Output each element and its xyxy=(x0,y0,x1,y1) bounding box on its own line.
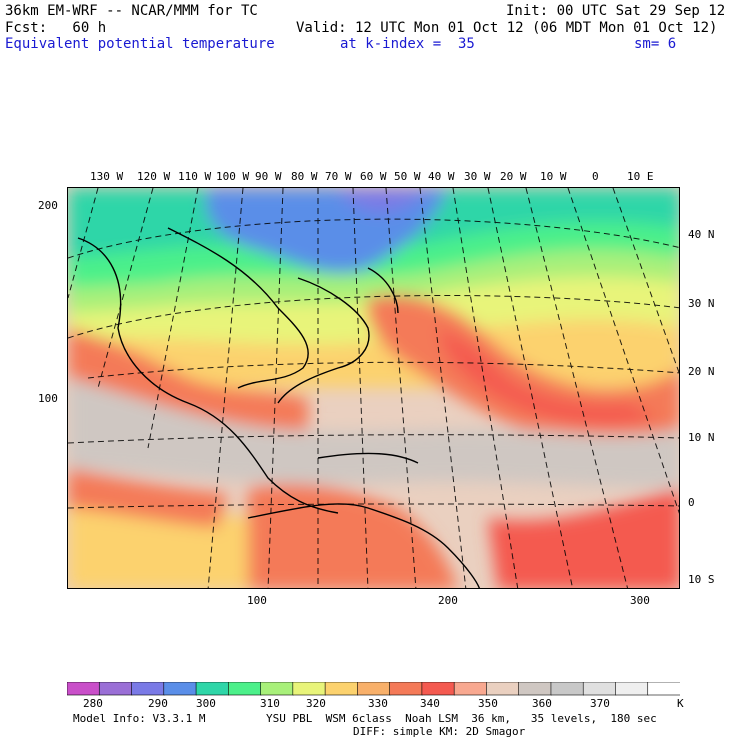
colorbar-unit: K xyxy=(677,697,684,710)
theta-e-field-map xyxy=(68,188,679,588)
smoothing-info: sm= 6 xyxy=(634,36,677,52)
colorbar-swatch xyxy=(615,681,649,696)
grid-y-label: 200 xyxy=(38,199,58,212)
colorbar-value: 350 xyxy=(478,697,498,710)
colorbar-swatch xyxy=(66,681,101,696)
grid-y-label: 100 xyxy=(38,392,58,405)
level-info: at k-index = 35 xyxy=(340,36,475,52)
init-time: Init: 00 UTC Sat 29 Sep 12 xyxy=(506,3,726,19)
lon-label: 20 W xyxy=(500,170,527,183)
lon-label: 80 W xyxy=(291,170,318,183)
graticule xyxy=(68,188,679,588)
lat-label: 40 N xyxy=(688,228,715,241)
colorbar-value: 370 xyxy=(590,697,610,710)
coastlines xyxy=(77,227,480,588)
colorbar xyxy=(66,681,681,696)
colorbar-value: 330 xyxy=(368,697,388,710)
lon-label: 90 W xyxy=(255,170,282,183)
lon-label: 0 xyxy=(592,170,599,183)
lon-label: 110 W xyxy=(178,170,212,183)
lat-label: 0 xyxy=(688,496,695,509)
colorbar-swatch xyxy=(550,681,585,696)
grid-x-label: 300 xyxy=(630,594,650,607)
colorbar-swatch xyxy=(486,681,520,696)
lon-label: 60 W xyxy=(360,170,387,183)
colorbar-value: 310 xyxy=(260,697,280,710)
lat-label: 10 S xyxy=(688,573,715,586)
lat-label: 30 N xyxy=(688,297,715,310)
colorbar-swatch xyxy=(163,681,197,696)
colorbar-value: 280 xyxy=(83,697,103,710)
lon-label: 70 W xyxy=(325,170,352,183)
colorbar-swatch xyxy=(98,681,133,696)
colorbar-swatch xyxy=(421,681,455,696)
colorbar-swatch xyxy=(453,681,488,696)
colorbar-value: 360 xyxy=(532,697,552,710)
lon-label: 120 W xyxy=(137,170,171,183)
lon-label: 100 W xyxy=(216,170,250,183)
colorbar-swatch xyxy=(582,681,617,696)
model-title: 36km EM-WRF -- NCAR/MMM for TC xyxy=(5,3,258,19)
colorbar-swatch xyxy=(228,681,262,696)
lon-label: 10 E xyxy=(627,170,654,183)
colorbar-swatch xyxy=(260,681,294,696)
diffusion-info: DIFF: simple KM: 2D Smagor xyxy=(353,725,526,738)
grid-x-label: 200 xyxy=(438,594,458,607)
lon-label: 30 W xyxy=(464,170,491,183)
colorbar-swatch xyxy=(131,681,165,696)
colorbar-swatch xyxy=(389,681,423,696)
field-name: Equivalent potential temperature xyxy=(5,36,275,52)
colorbar-swatch xyxy=(292,681,326,696)
physics-info: YSU PBL WSM 6class Noah LSM 36 km, 35 le… xyxy=(266,712,657,725)
colorbar-swatch xyxy=(195,681,230,696)
lat-label: 10 N xyxy=(688,431,715,444)
colorbar-value: 300 xyxy=(196,697,216,710)
grid-x-label: 100 xyxy=(247,594,267,607)
lat-label: 20 N xyxy=(688,365,715,378)
colorbar-value: 340 xyxy=(420,697,440,710)
colorbar-swatch xyxy=(324,681,359,696)
lon-label: 40 W xyxy=(428,170,455,183)
model-info: Model Info: V3.3.1 M xyxy=(73,712,206,725)
map-panel xyxy=(67,187,680,589)
valid-time: Valid: 12 UTC Mon 01 Oct 12 (06 MDT Mon … xyxy=(296,20,718,36)
colorbar-value: 290 xyxy=(148,697,168,710)
lon-label: 10 W xyxy=(540,170,567,183)
lon-label: 50 W xyxy=(394,170,421,183)
colorbar-value: 320 xyxy=(306,697,326,710)
forecast-hour: Fcst: 60 h xyxy=(5,20,107,36)
colorbar-swatch xyxy=(647,681,681,696)
colorbar-swatch xyxy=(357,681,391,696)
lon-label: 130 W xyxy=(90,170,124,183)
colorbar-swatch xyxy=(518,681,552,696)
